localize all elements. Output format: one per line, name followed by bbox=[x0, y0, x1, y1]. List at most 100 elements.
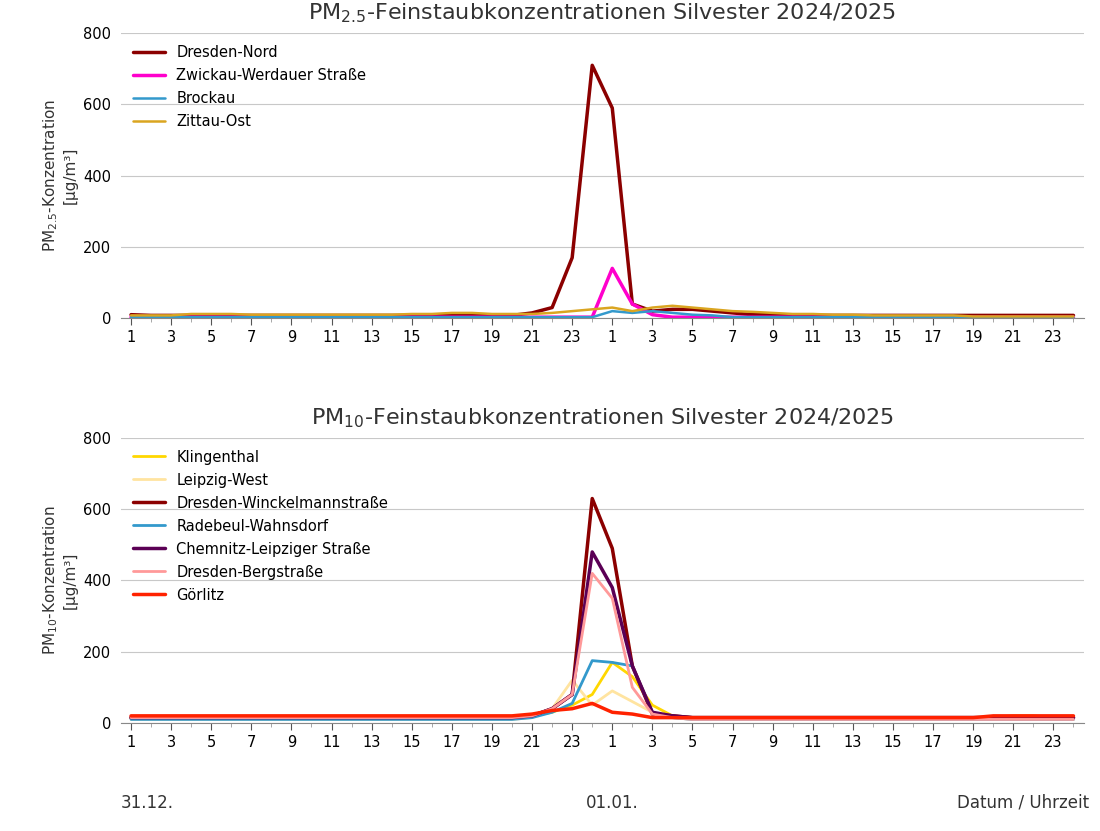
Zwickau-Werdauer Straße bbox=[746, 312, 759, 322]
Zittau-Ost bbox=[185, 309, 198, 319]
Leipzig-West bbox=[706, 715, 719, 725]
Klingenthal bbox=[585, 690, 598, 700]
Brockau bbox=[947, 312, 960, 322]
Dresden-Nord bbox=[967, 311, 980, 321]
Leipzig-West bbox=[446, 715, 459, 725]
Dresden-Winckelmannstraße bbox=[224, 713, 238, 723]
Brockau bbox=[185, 312, 198, 322]
Dresden-Nord bbox=[526, 308, 539, 318]
Line: Brockau: Brockau bbox=[131, 311, 1074, 317]
Zittau-Ost bbox=[305, 310, 318, 320]
Klingenthal bbox=[165, 713, 178, 723]
Dresden-Bergstraße bbox=[144, 713, 157, 723]
Görlitz bbox=[967, 713, 980, 723]
Dresden-Nord bbox=[826, 311, 839, 321]
Dresden-Bergstraße bbox=[1026, 715, 1039, 725]
Y-axis label: PM$_{2.5}$-Konzentration
[µg/m³]: PM$_{2.5}$-Konzentration [µg/m³] bbox=[42, 99, 78, 253]
Zwickau-Werdauer Straße bbox=[987, 312, 1000, 322]
Zittau-Ost bbox=[786, 309, 800, 319]
Dresden-Winckelmannstraße bbox=[244, 713, 257, 723]
Görlitz bbox=[365, 711, 378, 720]
Leipzig-West bbox=[385, 715, 398, 725]
Radebeul-Wahnsdorf bbox=[987, 715, 1000, 725]
Radebeul-Wahnsdorf bbox=[265, 715, 278, 725]
Dresden-Bergstraße bbox=[786, 715, 800, 725]
Leipzig-West bbox=[465, 715, 478, 725]
Zwickau-Werdauer Straße bbox=[686, 312, 700, 322]
Klingenthal bbox=[244, 713, 257, 723]
Chemnitz-Leipziger Straße bbox=[224, 713, 238, 723]
Zwickau-Werdauer Straße bbox=[546, 312, 559, 322]
Leipzig-West bbox=[686, 715, 700, 725]
Klingenthal bbox=[606, 657, 619, 667]
Brockau bbox=[385, 312, 398, 322]
Dresden-Bergstraße bbox=[265, 713, 278, 723]
Zwickau-Werdauer Straße bbox=[887, 312, 900, 322]
Brockau bbox=[224, 312, 238, 322]
Zwickau-Werdauer Straße bbox=[405, 312, 418, 322]
Görlitz bbox=[385, 711, 398, 720]
Brockau bbox=[405, 312, 418, 322]
Dresden-Bergstraße bbox=[565, 690, 579, 700]
Chemnitz-Leipziger Straße bbox=[846, 713, 859, 723]
Dresden-Winckelmannstraße bbox=[505, 713, 518, 723]
Klingenthal bbox=[626, 671, 639, 681]
Radebeul-Wahnsdorf bbox=[305, 715, 318, 725]
Leipzig-West bbox=[726, 715, 739, 725]
Dresden-Winckelmannstraße bbox=[526, 711, 539, 720]
Brockau bbox=[426, 312, 439, 322]
Zittau-Ost bbox=[526, 309, 539, 319]
Klingenthal bbox=[385, 713, 398, 723]
Dresden-Winckelmannstraße bbox=[144, 713, 157, 723]
Zwickau-Werdauer Straße bbox=[867, 312, 880, 322]
Brockau bbox=[124, 312, 138, 322]
Dresden-Bergstraße bbox=[124, 713, 138, 723]
Brockau bbox=[345, 312, 359, 322]
Line: Zittau-Ost: Zittau-Ost bbox=[131, 306, 1074, 317]
Brockau bbox=[305, 312, 318, 322]
Leipzig-West bbox=[666, 713, 679, 723]
Dresden-Bergstraße bbox=[505, 713, 518, 723]
Zwickau-Werdauer Straße bbox=[706, 312, 719, 322]
Zittau-Ost bbox=[867, 311, 880, 321]
Görlitz bbox=[526, 709, 539, 719]
Klingenthal bbox=[405, 713, 418, 723]
Dresden-Bergstraße bbox=[926, 715, 939, 725]
Dresden-Bergstraße bbox=[585, 568, 598, 578]
Dresden-Bergstraße bbox=[867, 715, 880, 725]
Zittau-Ost bbox=[505, 309, 518, 319]
Klingenthal bbox=[867, 713, 880, 723]
Zittau-Ost bbox=[224, 309, 238, 319]
Dresden-Nord bbox=[1006, 311, 1020, 321]
Klingenthal bbox=[987, 713, 1000, 723]
Brockau bbox=[505, 312, 518, 322]
Görlitz bbox=[285, 711, 298, 720]
Chemnitz-Leipziger Straße bbox=[426, 713, 439, 723]
Dresden-Winckelmannstraße bbox=[285, 713, 298, 723]
Dresden-Bergstraße bbox=[345, 713, 359, 723]
Dresden-Nord bbox=[365, 311, 378, 321]
Radebeul-Wahnsdorf bbox=[867, 715, 880, 725]
Brockau bbox=[646, 306, 659, 316]
Klingenthal bbox=[1006, 711, 1020, 720]
Zittau-Ost bbox=[887, 311, 900, 321]
Chemnitz-Leipziger Straße bbox=[1006, 713, 1020, 723]
Chemnitz-Leipziger Straße bbox=[726, 713, 739, 723]
Leipzig-West bbox=[345, 715, 359, 725]
Chemnitz-Leipziger Straße bbox=[124, 713, 138, 723]
Dresden-Nord bbox=[385, 311, 398, 321]
Klingenthal bbox=[485, 713, 498, 723]
Dresden-Nord bbox=[165, 311, 178, 321]
Dresden-Bergstraße bbox=[706, 715, 719, 725]
Dresden-Bergstraße bbox=[365, 713, 378, 723]
Klingenthal bbox=[646, 701, 659, 711]
Görlitz bbox=[465, 711, 478, 720]
Görlitz bbox=[806, 713, 820, 723]
Brockau bbox=[706, 311, 719, 321]
Chemnitz-Leipziger Straße bbox=[666, 711, 679, 720]
Chemnitz-Leipziger Straße bbox=[626, 661, 639, 671]
Dresden-Winckelmannstraße bbox=[987, 713, 1000, 723]
Zittau-Ost bbox=[746, 307, 759, 317]
Leipzig-West bbox=[766, 715, 779, 725]
Brockau bbox=[686, 310, 700, 320]
